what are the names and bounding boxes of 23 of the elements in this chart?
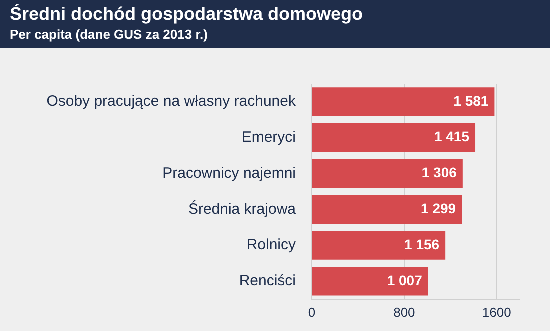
bar	[312, 267, 428, 296]
data-label: 1 299	[421, 200, 456, 217]
y-tick-label: Osoby pracujące na własny rachunek	[46, 93, 296, 110]
x-tick-label: 800	[394, 304, 416, 320]
y-tick-label: Emeryci	[242, 128, 296, 146]
bar	[312, 231, 446, 260]
data-label: 1 007	[387, 272, 423, 288]
y-tick-label: Średnia krajowa	[188, 200, 297, 218]
text: Per capita (dane GUS za 2013 r.)	[10, 27, 209, 42]
data-label: 1 156	[404, 236, 440, 252]
y-tick-label: Renciści	[239, 272, 296, 290]
data-label: 1 415	[434, 128, 470, 145]
bar	[312, 88, 495, 116]
x-tick-label: 0	[308, 304, 316, 320]
bar	[312, 123, 476, 152]
bar	[312, 195, 462, 224]
data-label: 1 306	[422, 164, 458, 181]
bar	[312, 159, 463, 188]
data-label: 1 581	[454, 92, 489, 109]
x-tick-label: 1600	[482, 304, 512, 320]
chart-title: Średni dochód gospodarstwa domowego	[10, 4, 364, 25]
y-tick-label: Pracownicy najemni	[162, 164, 296, 182]
y-tick-label: Rolnicy	[246, 236, 296, 254]
